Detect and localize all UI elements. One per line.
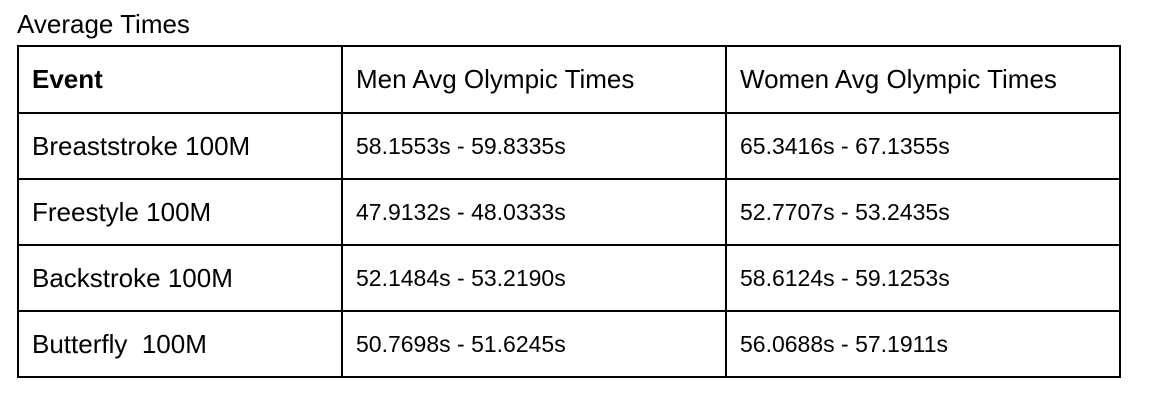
women-time-cell: 58.6124s - 59.1253s (725, 244, 1121, 312)
men-time-cell: 52.1484s - 53.2190s (341, 244, 727, 312)
women-time-cell: 56.0688s - 57.1911s (725, 310, 1121, 378)
men-time-cell: 58.1553s - 59.8335s (341, 112, 727, 180)
page-title: Average Times (17, 9, 190, 39)
header-cell-men: Men Avg Olympic Times (341, 45, 727, 114)
women-time-cell: 65.3416s - 67.1355s (725, 112, 1121, 180)
men-time-cell: 47.9132s - 48.0333s (341, 178, 727, 246)
average-times-table: Event Men Avg Olympic Times Women Avg Ol… (17, 45, 1121, 378)
women-time-cell: 52.7707s - 53.2435s (725, 178, 1121, 246)
event-cell: Backstroke 100M (17, 244, 343, 312)
event-cell: Breaststroke 100M (17, 112, 343, 180)
table-row: Freestyle 100M 47.9132s - 48.0333s 52.77… (17, 178, 1121, 246)
event-cell: Butterfly 100M (17, 310, 343, 378)
event-cell: Freestyle 100M (17, 178, 343, 246)
table-row: Butterfly 100M 50.7698s - 51.6245s 56.06… (17, 310, 1121, 378)
table-header-row: Event Men Avg Olympic Times Women Avg Ol… (17, 45, 1121, 114)
header-cell-women: Women Avg Olympic Times (725, 45, 1121, 114)
table-row: Backstroke 100M 52.1484s - 53.2190s 58.6… (17, 244, 1121, 312)
header-cell-event: Event (17, 45, 343, 114)
men-time-cell: 50.7698s - 51.6245s (341, 310, 727, 378)
table-row: Breaststroke 100M 58.1553s - 59.8335s 65… (17, 112, 1121, 180)
